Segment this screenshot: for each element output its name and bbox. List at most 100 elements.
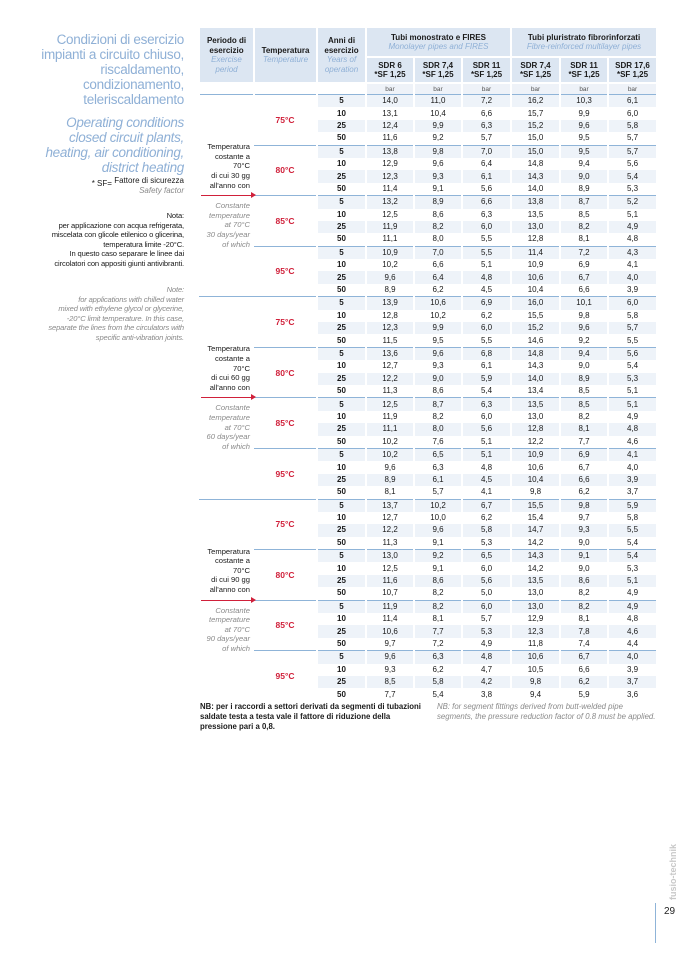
pressure-value-cell: 6,6 (559, 473, 610, 487)
pressure-value-cell: 10,2 (413, 309, 463, 323)
pressure-value-cell: 8,2 (559, 220, 610, 234)
pressure-value-cell: 8,6 (413, 384, 463, 398)
pressure-value-cell: 8,7 (413, 397, 463, 411)
text-line: closed circuit plants, (69, 130, 184, 145)
pressure-value-cell: 9,5 (559, 132, 610, 146)
pressure-value-cell: 12,8 (510, 423, 562, 436)
pressure-value-cell: 12,8 (365, 309, 415, 323)
pressure-value-cell: 5,5 (460, 233, 513, 247)
pressure-value-cell: 4,9 (607, 587, 659, 601)
pressure-value-cell: 9,4 (559, 346, 610, 361)
pressure-value-cell: 13,6 (365, 346, 415, 361)
pressure-value-cell: 10,6 (510, 461, 562, 474)
years-cell: 10 (316, 360, 367, 373)
pressure-value-cell: 10,6 (413, 296, 463, 310)
pressure-value-cell: 10,6 (510, 650, 562, 664)
pressure-value-cell: 5,1 (460, 435, 513, 449)
pressure-value-cell: 6,6 (559, 283, 610, 297)
pressure-value-cell: 11,6 (365, 132, 415, 146)
pressure-value-cell: 9,1 (413, 562, 463, 575)
period-label-en: at 70°C (224, 624, 250, 634)
years-cell: 10 (316, 410, 367, 424)
pressure-value-cell: 8,1 (365, 486, 415, 499)
pressure-value-cell: 5,9 (460, 372, 513, 385)
years-cell: 50 (316, 132, 367, 146)
pressure-value-cell: 4,8 (607, 423, 659, 436)
pressure-value-cell: 6,2 (559, 486, 610, 499)
pressure-value-cell: 3,7 (607, 486, 659, 499)
pressure-value-cell: 6,5 (460, 549, 513, 563)
pressure-value-cell: 5,0 (460, 587, 513, 601)
table-row: 10 11,4 8,1 5,7 12,9 8,1 4,8 (199, 613, 659, 626)
pressure-value-cell: 6,2 (460, 309, 513, 323)
footnote-en: NB: for segment fittings derived from bu… (437, 702, 656, 721)
pressure-value-cell: 12,3 (365, 322, 415, 335)
pressure-value-cell: 15,2 (510, 119, 562, 133)
years-cell: 25 (316, 119, 367, 133)
pressure-value-cell: 5,5 (607, 334, 659, 348)
unit-label: bar (365, 82, 415, 95)
pressure-value-cell: 9,6 (365, 271, 415, 284)
years-cell: 10 (316, 208, 367, 221)
period-label-it: all'anno con (209, 585, 250, 595)
pressure-value-cell: 8,6 (559, 574, 610, 588)
pressure-value-cell: 3,9 (607, 663, 659, 676)
years-cell: 5 (316, 549, 367, 563)
pressure-value-cell: 4,8 (607, 613, 659, 626)
table-row: 25 11,9 8,2 6,0 13,0 8,2 4,9 (199, 220, 659, 234)
period-label-it: costante a 70°C (214, 556, 250, 575)
pressure-value-cell: 8,0 (413, 423, 463, 436)
pressure-value-cell: 5,3 (460, 536, 513, 550)
pressure-value-cell: 6,6 (413, 259, 463, 272)
pressure-value-cell: 14,3 (510, 549, 562, 563)
period-label-en: Constante (215, 201, 250, 211)
period-label-it: Temperatura (207, 142, 250, 152)
table-row: 25 12,3 9,9 6,0 15,2 9,6 5,7 (199, 322, 659, 335)
period-label-en: 90 days/year (206, 634, 250, 644)
table-row: 85°C 5 13,2 8,9 6,6 13,8 8,7 5,2 (199, 195, 659, 247)
brand-logo: fusio-technik (668, 843, 678, 900)
pressure-value-cell: 6,6 (460, 195, 513, 209)
years-cell: 25 (316, 271, 367, 284)
table-row: Temperatura costante a 70°C di cui 30 gg al… (199, 94, 659, 249)
pressure-value-cell: 10,2 (365, 435, 415, 449)
table-row: Temperatura costante a 70°C di cui 90 gg al… (199, 498, 659, 701)
pressure-value-cell: 5,7 (607, 132, 659, 146)
pressure-value-cell: 5,1 (460, 259, 513, 272)
pressure-value-cell: 10,2 (413, 498, 463, 512)
pressure-value-cell: 8,2 (559, 410, 610, 424)
pressure-value-cell: 6,9 (559, 259, 610, 272)
period-label-it: all'anno con (209, 382, 250, 392)
pressure-value-cell: 9,5 (559, 144, 610, 158)
pressure-value-cell: 5,1 (607, 397, 659, 411)
pressure-value-cell: 14,3 (510, 170, 562, 183)
pressure-value-cell: 11,3 (365, 536, 415, 550)
pressure-value-cell: 9,1 (413, 536, 463, 550)
pressure-value-cell: 9,6 (365, 650, 415, 664)
pressure-value-cell: 9,1 (559, 549, 610, 563)
pressure-value-cell: 3,9 (607, 473, 659, 487)
text-line: district heating (101, 160, 185, 175)
temperature-cell: 85°C (254, 195, 317, 247)
pressure-value-cell: 9,4 (510, 688, 562, 701)
temperature-cell: 95°C (254, 650, 317, 701)
pressure-value-cell: 6,4 (413, 271, 463, 284)
pressure-value-cell: 4,5 (460, 473, 513, 487)
text-line: mixed with ethylene glycol or glycerine, (58, 304, 184, 314)
pressure-value-cell: 9,9 (559, 107, 610, 120)
pressure-value-cell: 5,6 (607, 157, 659, 171)
pressure-value-cell: 5,7 (607, 144, 659, 158)
pressure-value-cell: 5,7 (607, 322, 659, 335)
pressure-value-cell: 5,5 (607, 524, 659, 537)
pressure-value-cell: 4,6 (607, 625, 659, 638)
pressure-value-cell: 9,1 (413, 182, 463, 196)
pressure-value-cell: 14,8 (510, 346, 562, 361)
footnote-it: NB: per i raccordi a settori derivati da… (200, 702, 421, 731)
pressure-value-cell: 5,2 (607, 195, 659, 209)
pressure-value-cell: 13,0 (365, 549, 415, 563)
unit-label: bar (607, 82, 659, 95)
pressure-value-cell: 6,1 (607, 94, 659, 108)
pressure-value-cell: 6,1 (460, 360, 513, 373)
pressure-value-cell: 13,0 (510, 220, 562, 234)
years-cell: 50 (316, 637, 367, 651)
